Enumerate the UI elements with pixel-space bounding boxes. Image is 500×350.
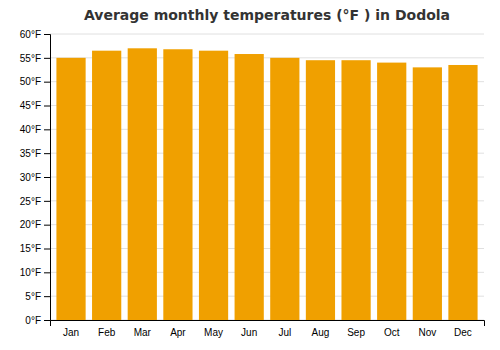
tick: Aug — [312, 327, 330, 338]
tick: Nov — [418, 327, 436, 338]
bar — [235, 54, 264, 320]
tick-mark — [44, 296, 50, 297]
tick-mark — [44, 249, 50, 250]
tick-label: Feb — [98, 327, 116, 338]
tick-label: Apr — [170, 327, 186, 338]
tick: Feb — [98, 327, 116, 338]
tick-label: Jun — [241, 327, 257, 338]
tick: 5°F — [25, 291, 50, 302]
tick-label: Jan — [63, 327, 79, 338]
tick: 50°F — [20, 76, 50, 87]
tick: 0°F — [25, 315, 50, 326]
tick: Apr — [170, 327, 186, 338]
tick: 25°F — [20, 196, 50, 207]
tick: 10°F — [20, 267, 50, 278]
tick: Sep — [347, 327, 365, 338]
tick: Jul — [278, 327, 291, 338]
tick-label: 10°F — [20, 267, 41, 278]
tick-label: Jul — [278, 327, 291, 338]
tick-label: 0°F — [25, 315, 41, 326]
tick: Oct — [384, 327, 400, 338]
tick-label: 45°F — [20, 100, 41, 111]
title: Average monthly temperatures (°F ) in Do… — [84, 7, 450, 23]
grid-line — [50, 34, 484, 35]
tick-mark — [44, 153, 50, 154]
y-axis: 0°F 5°F 10°F 15°F 20°F 25°F 30°F 35°F 40°F 45°F 50… — [20, 29, 51, 326]
tick: 60°F — [20, 29, 50, 40]
bar — [341, 60, 370, 320]
tick-label: Oct — [384, 327, 400, 338]
bar — [128, 48, 157, 320]
bar — [413, 67, 442, 320]
tick-mark — [44, 272, 50, 273]
tick-label: 55°F — [20, 53, 41, 64]
tick-label: 40°F — [20, 124, 41, 135]
tick: 40°F — [20, 124, 50, 135]
tick: 35°F — [20, 148, 50, 159]
axis-line — [44, 35, 51, 321]
tick: 45°F — [20, 100, 50, 111]
grid — [50, 34, 484, 320]
tick: Mar — [134, 327, 152, 338]
bar — [163, 49, 192, 320]
tick-label: May — [204, 327, 223, 338]
bar — [92, 51, 121, 320]
tick-label: Mar — [134, 327, 152, 338]
plot-area — [56, 48, 477, 320]
tick: 20°F — [20, 219, 50, 230]
tick-label: 60°F — [20, 29, 41, 40]
tick-mark — [44, 225, 50, 226]
tick-mark — [44, 58, 50, 59]
tick-label: 30°F — [20, 172, 41, 183]
bar — [448, 65, 477, 320]
tick-label: Dec — [454, 327, 472, 338]
tick-mark — [44, 106, 50, 107]
tick: Jun — [241, 327, 257, 338]
bar — [306, 60, 335, 320]
tick-label: Aug — [312, 327, 330, 338]
tick-mark — [44, 34, 50, 35]
bar — [56, 58, 85, 320]
tick-label: Sep — [347, 327, 365, 338]
tick-label: 5°F — [25, 291, 41, 302]
bar — [199, 51, 228, 320]
tick-mark — [44, 82, 50, 83]
tick: Dec — [454, 327, 472, 338]
tick-label: 15°F — [20, 243, 41, 254]
bar — [270, 58, 299, 320]
tick-label: 50°F — [20, 76, 41, 87]
tick: May — [204, 327, 223, 338]
tick: 15°F — [20, 243, 50, 254]
tick-mark — [44, 129, 50, 130]
tick: Jan — [63, 327, 79, 338]
x-axis: Jan Feb Mar Apr May Jun Jul Aug Sep Oct Nov Dec — [51, 321, 485, 339]
chart: 0°F 5°F 10°F 15°F 20°F 25°F 30°F 35°F 40°F 45°F 50… — [0, 0, 500, 350]
bar — [377, 63, 406, 320]
tick-mark — [44, 320, 50, 321]
tick: 55°F — [20, 53, 50, 64]
tick-label: 35°F — [20, 148, 41, 159]
tick-label: Nov — [418, 327, 436, 338]
tick-mark — [44, 177, 50, 178]
axis-line — [51, 321, 485, 327]
tick-label: 20°F — [20, 219, 41, 230]
tick-mark — [44, 201, 50, 202]
tick-label: 25°F — [20, 196, 41, 207]
tick: 30°F — [20, 172, 50, 183]
